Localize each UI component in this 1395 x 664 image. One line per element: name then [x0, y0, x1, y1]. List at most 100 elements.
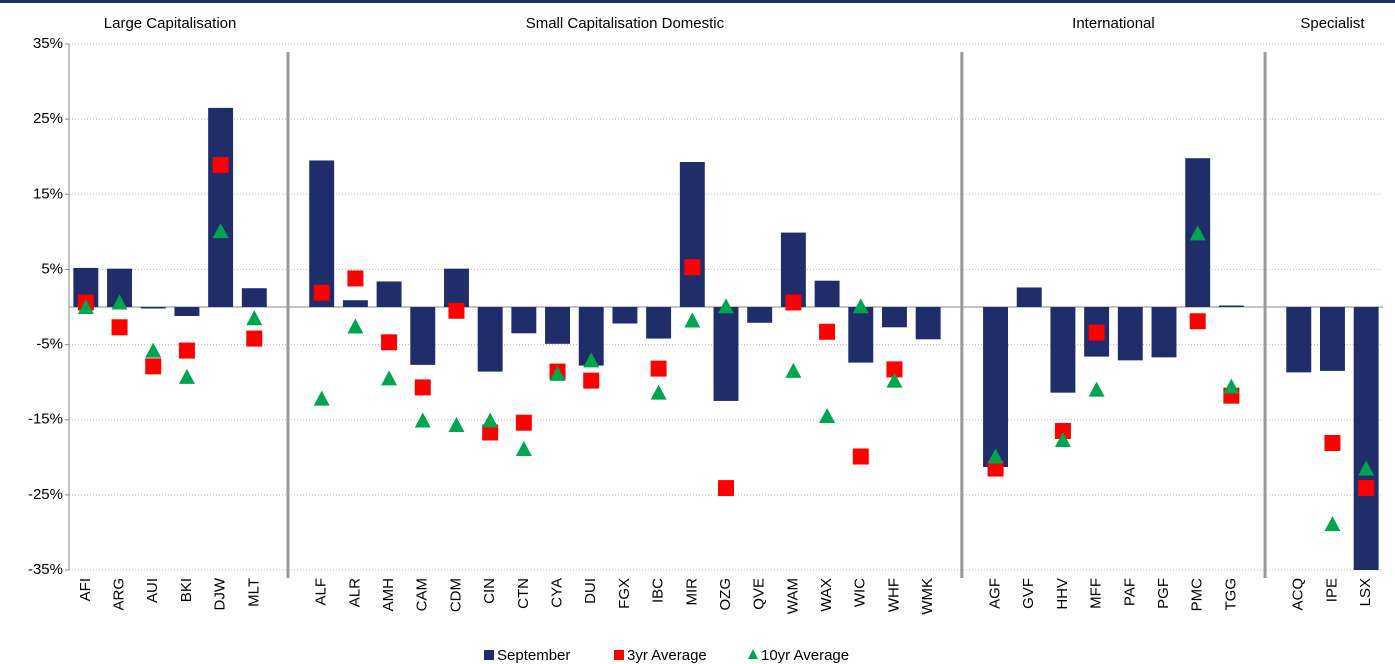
- bar: [612, 307, 638, 324]
- bar: [342, 300, 368, 307]
- square-marker: [684, 259, 701, 276]
- triangle-marker: [77, 299, 94, 314]
- x-tick-label: AMH: [380, 578, 397, 611]
- x-tick-label: ALR: [346, 578, 363, 607]
- legend-swatch: [614, 650, 624, 660]
- triangle-marker: [1358, 460, 1375, 476]
- y-tick-label: 5%: [41, 260, 63, 277]
- y-tick-label: -15%: [28, 411, 63, 428]
- bar: [1353, 307, 1379, 570]
- x-tick-label: WAM: [784, 578, 801, 614]
- x-tick-label: IBC: [650, 578, 667, 603]
- bar: [915, 307, 941, 340]
- square-marker: [1189, 313, 1206, 330]
- triangle-marker: [886, 372, 903, 388]
- square-marker: [1358, 480, 1375, 497]
- x-tick-label: CYA: [549, 578, 566, 608]
- bar: [376, 281, 402, 307]
- bar: [443, 268, 469, 307]
- square-marker: [785, 294, 802, 311]
- square-marker: [1324, 435, 1341, 452]
- legend-swatch: [484, 650, 494, 660]
- triangle-marker: [684, 312, 701, 328]
- triangle-marker: [313, 390, 330, 406]
- square-marker: [515, 414, 532, 431]
- square-marker: [583, 372, 600, 389]
- x-tick-label: DJW: [212, 577, 229, 610]
- bar: [983, 307, 1009, 468]
- y-tick-label: 35%: [33, 35, 63, 52]
- x-tick-label: OZG: [717, 578, 734, 611]
- x-tick-label: CDM: [447, 578, 464, 612]
- triangle-marker: [145, 342, 162, 358]
- x-tick-label: MLT: [245, 578, 262, 607]
- x-tick-label: IPE: [1323, 578, 1340, 602]
- triangle-marker: [549, 365, 566, 381]
- bar: [309, 160, 335, 307]
- square-marker: [414, 379, 431, 396]
- y-tick-label: -25%: [28, 486, 63, 503]
- square-marker: [313, 284, 330, 301]
- triangle-marker: [448, 416, 465, 432]
- square-marker: [987, 460, 1004, 477]
- x-tick-label: AFI: [77, 578, 94, 601]
- square-marker: [886, 361, 903, 378]
- x-tick-label: ARG: [111, 578, 128, 611]
- square-marker: [111, 319, 128, 336]
- triangle-marker: [718, 298, 734, 314]
- triangle-marker: [1189, 225, 1206, 241]
- group-label: Specialist: [1300, 15, 1365, 32]
- x-tick-label: ALF: [313, 578, 330, 606]
- triangle-marker: [987, 448, 1004, 464]
- x-tick-label: CTN: [515, 578, 532, 609]
- legend-label: 10yr Average: [761, 647, 849, 664]
- triangle-marker: [1324, 516, 1341, 532]
- bar: [1117, 307, 1143, 361]
- triangle-marker: [482, 412, 499, 428]
- bar: [241, 288, 267, 307]
- bar: [140, 307, 166, 309]
- bar: [679, 161, 705, 307]
- bar: [1016, 287, 1042, 307]
- triangle-marker: [785, 362, 802, 378]
- x-tick-label: TGG: [1222, 578, 1239, 611]
- triangle-marker: [819, 407, 836, 423]
- square-marker: [212, 156, 229, 173]
- x-tick-label: ACQ: [1290, 578, 1307, 611]
- bar: [1286, 307, 1312, 373]
- triangle-marker: [1088, 381, 1105, 397]
- bar: [511, 307, 537, 334]
- x-tick-label: CIN: [481, 578, 498, 604]
- x-tick-label: AGF: [987, 578, 1004, 609]
- triangle-marker: [650, 384, 667, 400]
- bar: [545, 307, 571, 344]
- square-marker: [1054, 422, 1071, 439]
- triangle-marker: [1223, 378, 1240, 394]
- bar: [410, 307, 436, 365]
- square-marker: [650, 360, 667, 377]
- square-marker: [448, 302, 465, 319]
- x-tick-label: GVF: [1020, 578, 1037, 609]
- x-tick-label: WIC: [852, 578, 869, 607]
- bar: [1050, 307, 1076, 393]
- square-marker: [145, 358, 162, 375]
- group-label: Large Capitalisation: [104, 15, 237, 32]
- bar: [477, 307, 503, 372]
- x-tick-label: AUI: [144, 578, 161, 603]
- group-label: Small Capitalisation Domestic: [526, 15, 725, 32]
- x-tick-label: WAX: [818, 578, 835, 612]
- x-tick-label: QVE: [751, 578, 768, 610]
- y-tick-label: -5%: [36, 336, 63, 353]
- x-tick-label: BKI: [178, 578, 195, 602]
- triangle-marker: [583, 352, 600, 368]
- triangle-marker: [212, 223, 229, 239]
- x-tick-label: PGF: [1155, 578, 1172, 609]
- square-marker: [381, 334, 398, 351]
- triangle-marker: [852, 298, 869, 314]
- square-marker: [347, 270, 364, 287]
- x-tick-label: WHF: [885, 578, 902, 612]
- triangle-marker: [111, 294, 128, 310]
- x-tick-label: PAF: [1121, 578, 1138, 606]
- top-border: [0, 0, 1395, 3]
